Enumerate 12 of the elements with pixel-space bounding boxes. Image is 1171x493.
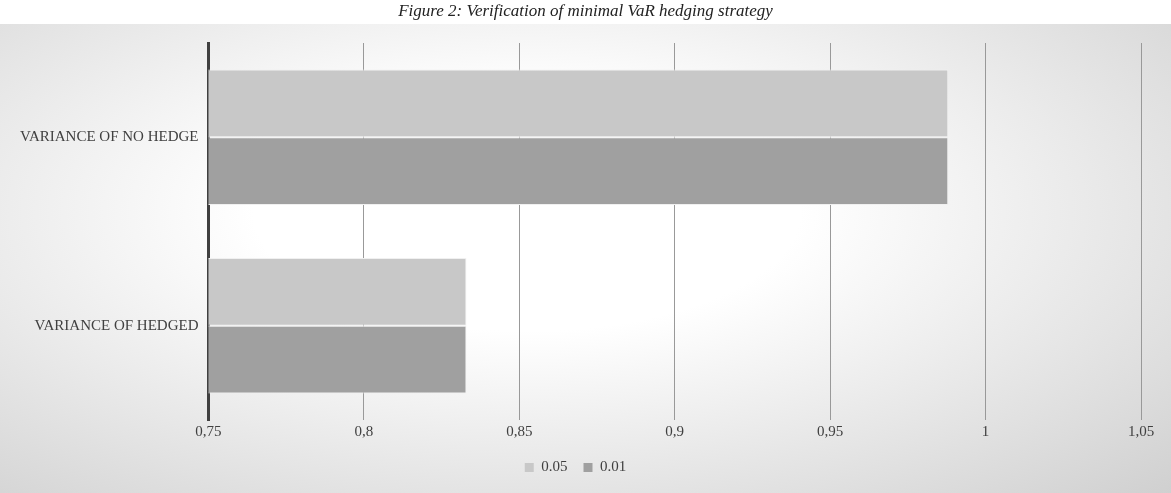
x-tick-label: 1,05 (1127, 422, 1155, 439)
x-tick-label: 0,8 (354, 422, 374, 439)
legend-label: 0.05 (541, 458, 568, 475)
y-tick-label: VARIANCE OF NO HEDGE (19, 128, 199, 145)
y-tick-label: VARIANCE OF HEDGED (34, 316, 199, 333)
x-tick-label: 0,9 (665, 422, 685, 439)
x-tick-label: 0,75 (195, 422, 222, 439)
x-tick-label: 0,85 (506, 422, 533, 439)
x-tick-label: 1 (981, 422, 990, 439)
x-tick-label: 0,95 (817, 422, 844, 439)
chart-title: Figure 2: Verification of minimal VaR hedging strategy (397, 0, 774, 22)
legend-label: 0.01 (600, 458, 627, 475)
